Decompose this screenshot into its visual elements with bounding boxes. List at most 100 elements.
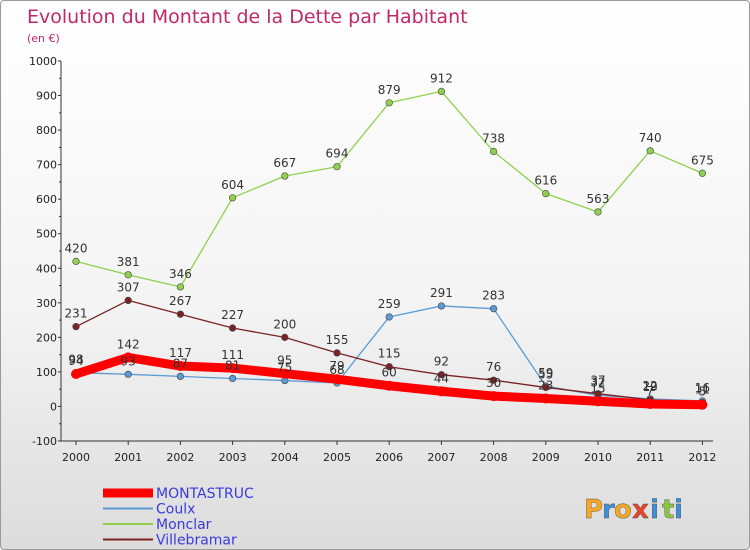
data-point-monclar — [385, 99, 393, 107]
legend-label-villebramar: Villebramar — [156, 533, 237, 549]
data-label-villebramar: 92 — [434, 355, 449, 369]
data-point-villebramar — [229, 324, 237, 332]
x-tick-label: 2011 — [636, 451, 664, 464]
x-tick-label: 2007 — [427, 451, 455, 464]
brand-letter: x — [632, 495, 649, 525]
data-label-monclar: 667 — [273, 156, 296, 170]
data-label-monclar: 420 — [65, 241, 88, 255]
data-label-monclar: 616 — [534, 174, 557, 188]
data-point-villebramar — [490, 376, 498, 384]
data-label-coulx: 68 — [329, 363, 344, 377]
x-tick-label: 2005 — [323, 451, 351, 464]
series-lines — [71, 87, 708, 410]
data-label-monclar: 346 — [169, 267, 192, 281]
y-tick-label: 400 — [36, 262, 57, 275]
x-tick-label: 2002 — [166, 451, 194, 464]
data-label-montastruc: 15 — [590, 381, 605, 395]
x-tick-label: 2010 — [584, 451, 612, 464]
data-point-coulx — [490, 305, 498, 313]
data-point-montastruc — [697, 399, 708, 410]
data-point-monclar — [542, 190, 550, 198]
data-label-villebramar: 200 — [273, 317, 296, 331]
data-point-monclar — [229, 194, 237, 202]
data-point-coulx — [124, 370, 132, 378]
data-point-monclar — [176, 283, 184, 291]
data-point-montastruc — [384, 380, 395, 391]
y-tick-label: 300 — [36, 297, 57, 310]
data-label-monclar: 563 — [587, 192, 610, 206]
data-label-villebramar: 11 — [695, 383, 710, 397]
brand-letter: P — [584, 495, 603, 525]
y-tick-label: -100 — [32, 435, 57, 448]
data-point-montastruc — [436, 386, 447, 397]
data-label-coulx: 93 — [121, 354, 136, 368]
brand-letter: i — [674, 495, 683, 525]
data-point-villebramar — [72, 323, 80, 331]
data-point-montastruc — [332, 374, 342, 385]
x-tick-label: 2003 — [219, 451, 247, 464]
data-label-coulx: 32 — [590, 375, 605, 389]
data-label-monclar: 740 — [639, 131, 662, 145]
data-label-montastruc: 60 — [382, 366, 397, 380]
data-label-montastruc: 94 — [68, 354, 83, 368]
y-tick-label: 0 — [50, 400, 57, 413]
axes: -100 0 100 200 300 400 500 600 700 800 900 1000 2000… — [29, 55, 716, 464]
data-point-coulx — [229, 374, 237, 383]
data-point-monclar — [594, 208, 602, 216]
data-label-monclar: 694 — [326, 147, 349, 161]
data-point-villebramar — [333, 349, 341, 357]
data-label-coulx: 59 — [538, 366, 553, 380]
data-point-villebramar — [385, 363, 393, 371]
data-label-coulx: 291 — [430, 286, 453, 300]
data-label-montastruc: 7 — [646, 384, 654, 398]
data-point-coulx — [176, 372, 184, 381]
data-point-montastruc — [227, 363, 238, 374]
chart-title: Evolution du Montant de la Dette par Hab… — [27, 6, 468, 28]
data-point-montastruc — [540, 393, 551, 404]
data-point-monclar — [333, 163, 341, 171]
data-point-montastruc — [645, 399, 656, 410]
data-label-monclar: 912 — [430, 71, 453, 85]
data-point-monclar — [72, 257, 80, 265]
series-line-monclar — [75, 90, 704, 288]
data-label-villebramar: 155 — [326, 333, 349, 347]
brand-letter: r — [602, 495, 615, 525]
data-label-montastruc: 30 — [486, 376, 501, 390]
data-label-villebramar: 231 — [65, 307, 88, 321]
data-label-monclar: 381 — [117, 255, 140, 269]
data-label-villebramar: 227 — [221, 308, 244, 322]
data-point-monclar — [124, 271, 132, 279]
data-point-monclar — [281, 172, 289, 180]
data-point-montastruc — [488, 391, 499, 402]
data-label-villebramar: 37 — [590, 374, 605, 388]
data-point-villebramar — [281, 333, 289, 341]
data-label-montastruc: 142 — [117, 337, 140, 351]
y-tick-label: 900 — [36, 90, 57, 103]
data-point-villebramar — [542, 383, 550, 392]
data-point-monclar — [646, 147, 654, 155]
data-label-montastruc: 111 — [221, 348, 244, 362]
data-label-coulx: 81 — [225, 358, 240, 372]
data-label-coulx: 87 — [173, 356, 188, 370]
proxiti-logo: Pr o x i t i — [584, 495, 683, 525]
brand-letter: o — [614, 495, 632, 525]
data-label-monclar: 879 — [378, 83, 401, 97]
data-label-villebramar: 307 — [117, 280, 140, 294]
x-tick-label: 2006 — [375, 451, 403, 464]
data-label-coulx: 259 — [378, 297, 401, 311]
data-label-montastruc: 95 — [277, 354, 292, 368]
data-point-villebramar — [124, 296, 132, 305]
y-tick-label: 200 — [36, 331, 57, 344]
data-label-monclar: 604 — [221, 178, 244, 192]
data-label-coulx: 16 — [695, 381, 710, 395]
data-point-montastruc — [123, 352, 134, 363]
data-label-coulx: 75 — [277, 361, 292, 375]
data-point-monclar — [437, 87, 446, 95]
y-tick-label: 500 — [36, 228, 57, 241]
data-label-villebramar: 76 — [486, 360, 501, 374]
y-tick-label: 800 — [36, 124, 57, 137]
data-point-villebramar — [437, 371, 446, 379]
data-label-montastruc: 79 — [329, 359, 344, 373]
